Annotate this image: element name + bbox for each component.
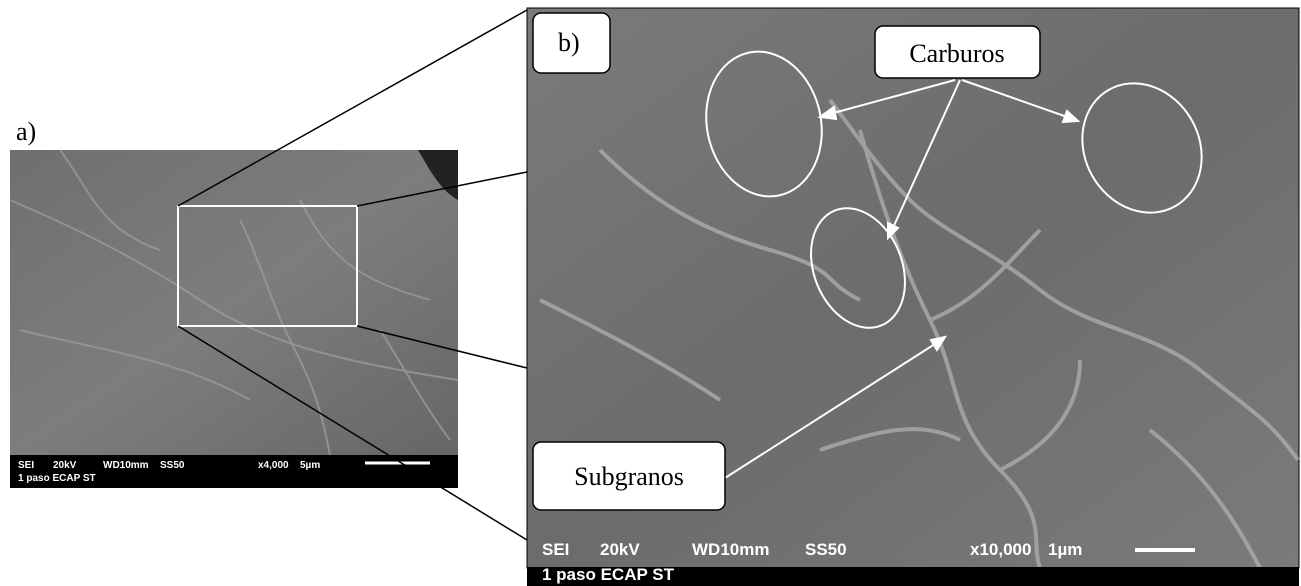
info-field: SEI: [542, 540, 569, 559]
info-field: 1µm: [1048, 540, 1082, 559]
info-field: x10,000: [970, 540, 1031, 559]
callout-label: Subgranos: [574, 462, 684, 491]
info-field: x4,000: [258, 460, 289, 471]
sem-image-a: [10, 150, 458, 488]
panel-label: a): [16, 117, 36, 146]
callout-label: Carburos: [909, 39, 1004, 68]
figure: a) SEI 20kV WD10mm SS50 x4,000 5µm 1 paso ECAP…: [0, 0, 1301, 586]
panel-label: b): [558, 28, 580, 57]
image-caption: 1 paso ECAP ST: [542, 565, 675, 584]
info-field: SS50: [805, 540, 847, 559]
label-box-b: b): [533, 13, 610, 73]
info-field: 5µm: [300, 460, 320, 471]
info-field: 20kV: [600, 540, 640, 559]
callout-carburos: Carburos: [875, 26, 1040, 78]
callout-subgranos: Subgranos: [533, 442, 725, 510]
info-field: WD10mm: [103, 460, 149, 471]
image-caption: 1 paso ECAP ST: [18, 473, 96, 484]
info-field: SS50: [160, 460, 185, 471]
info-field: SEI: [18, 460, 34, 471]
info-field: WD10mm: [692, 540, 769, 559]
info-field: 20kV: [53, 460, 77, 471]
